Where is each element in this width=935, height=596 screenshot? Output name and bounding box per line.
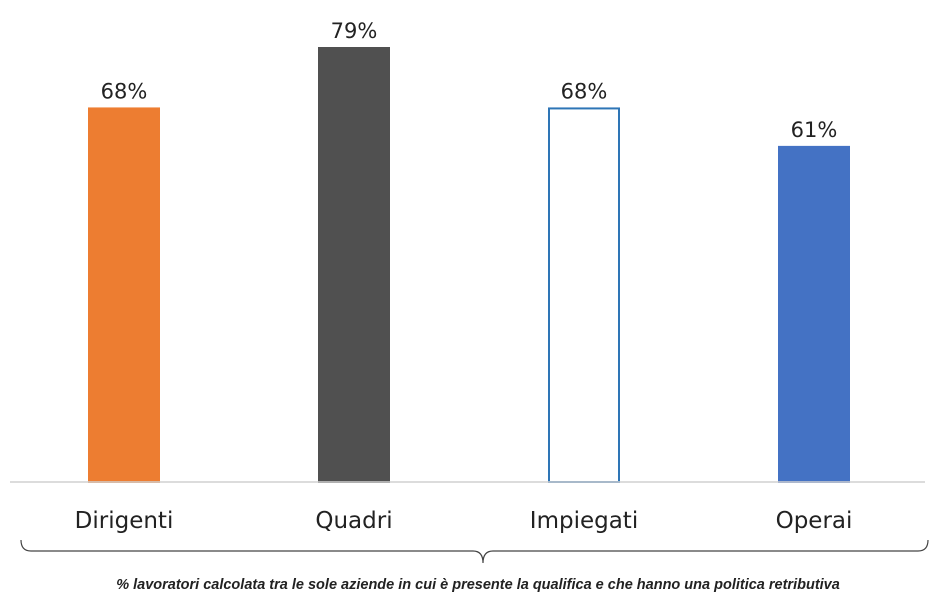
category-label-quadri: Quadri [315, 508, 392, 534]
bars-layer [88, 47, 850, 483]
category-label-operai: Operai [776, 508, 853, 534]
bar-operai [778, 145, 850, 483]
value-label-dirigenti: 68% [101, 79, 148, 103]
category-label-impiegati: Impiegati [530, 508, 638, 534]
footnote: % lavoratori calcolata tra le sole azien… [116, 577, 840, 593]
category-label-dirigenti: Dirigenti [75, 508, 174, 534]
bar-dirigenti [88, 107, 160, 483]
value-label-quadri: 79% [331, 19, 378, 43]
value-label-impiegati: 68% [561, 79, 608, 103]
bar-impiegati [548, 107, 620, 483]
category-bracket [20, 539, 929, 564]
category-labels-layer: Dirigenti Quadri Impiegati Operai [75, 508, 853, 534]
value-label-operai: 61% [791, 118, 838, 142]
value-labels-layer: 68% 79% 68% 61% [101, 19, 838, 142]
bar-quadri [318, 47, 390, 483]
